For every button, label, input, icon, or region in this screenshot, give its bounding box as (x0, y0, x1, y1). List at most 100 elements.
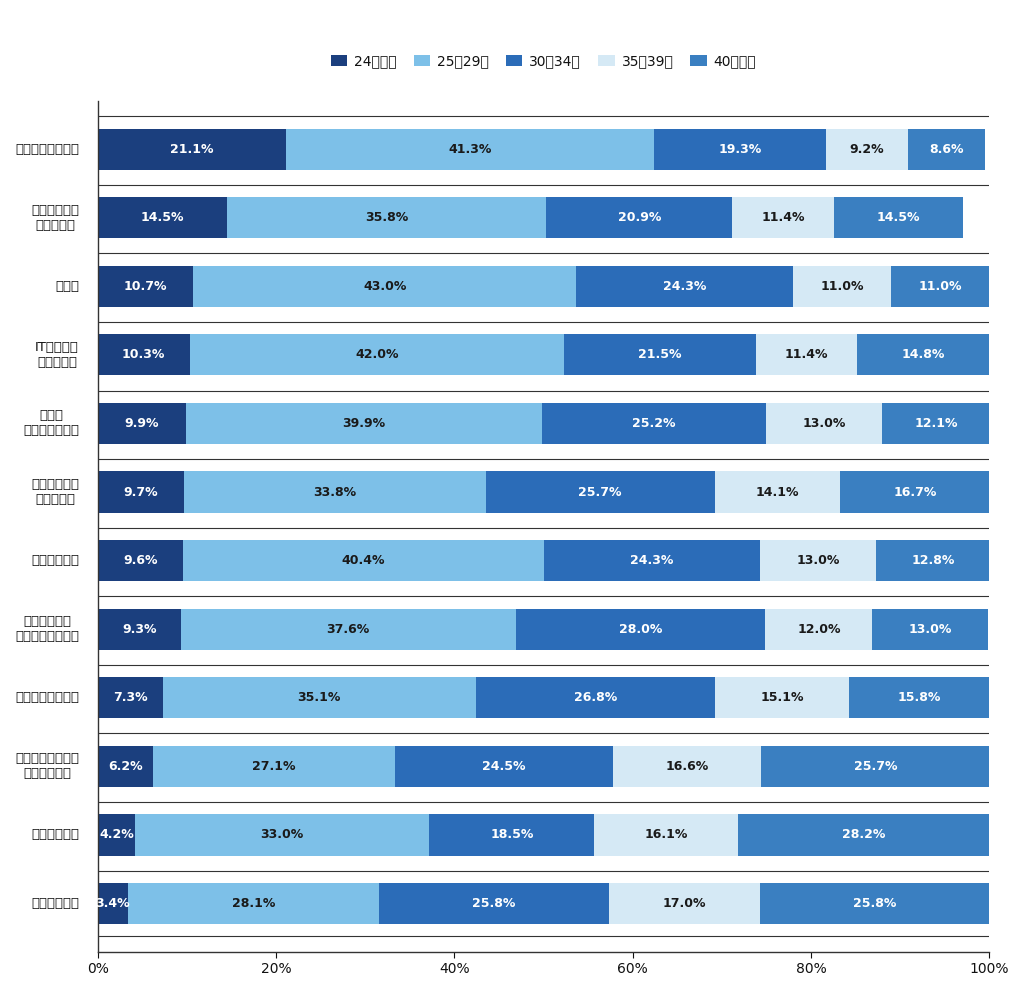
Text: 25.8%: 25.8% (472, 897, 515, 910)
Bar (189, 334, 564, 376)
Bar (594, 815, 738, 855)
Text: 15.8%: 15.8% (898, 692, 941, 705)
Text: 15.1%: 15.1% (760, 692, 804, 705)
Bar (732, 197, 835, 238)
Text: 6.2%: 6.2% (109, 760, 142, 773)
Text: 7.3%: 7.3% (113, 692, 147, 705)
Bar (516, 608, 766, 650)
Text: 4.2%: 4.2% (99, 828, 134, 841)
Bar (608, 883, 760, 925)
Text: 28.2%: 28.2% (842, 828, 885, 841)
Bar (97, 197, 227, 238)
Bar (826, 129, 908, 169)
Bar (183, 540, 544, 581)
Bar (857, 334, 989, 376)
Bar (180, 608, 516, 650)
Text: 25.2%: 25.2% (632, 417, 676, 430)
Text: 10.3%: 10.3% (122, 349, 165, 362)
Bar (891, 266, 989, 307)
Text: 28.1%: 28.1% (231, 897, 275, 910)
Bar (476, 677, 715, 718)
Bar (227, 197, 546, 238)
Text: 14.5%: 14.5% (877, 211, 921, 224)
Text: 9.6%: 9.6% (123, 554, 158, 567)
Text: 11.0%: 11.0% (919, 279, 962, 292)
Bar (163, 677, 476, 718)
Bar (194, 266, 577, 307)
Text: 12.1%: 12.1% (914, 417, 958, 430)
Text: 3.4%: 3.4% (95, 897, 130, 910)
Text: 14.1%: 14.1% (756, 486, 800, 498)
Bar (97, 746, 153, 787)
Bar (97, 129, 286, 169)
Bar (97, 883, 128, 925)
Bar (542, 403, 766, 444)
Text: 19.3%: 19.3% (719, 143, 762, 156)
Bar (546, 197, 732, 238)
Bar (97, 334, 189, 376)
Text: 14.5%: 14.5% (140, 211, 184, 224)
Text: 8.6%: 8.6% (929, 143, 964, 156)
Bar (876, 540, 990, 581)
Bar (613, 746, 761, 787)
Text: 28.0%: 28.0% (618, 622, 663, 636)
Text: 18.5%: 18.5% (490, 828, 534, 841)
Bar (286, 129, 654, 169)
Bar (883, 403, 990, 444)
Bar (841, 472, 989, 512)
Bar (97, 608, 180, 650)
Text: 17.0%: 17.0% (663, 897, 707, 910)
Text: 25.7%: 25.7% (854, 760, 897, 773)
Bar (794, 266, 891, 307)
Text: 35.8%: 35.8% (365, 211, 409, 224)
Text: 27.1%: 27.1% (252, 760, 296, 773)
Text: 35.1%: 35.1% (298, 692, 341, 705)
Bar (564, 334, 756, 376)
Text: 12.8%: 12.8% (911, 554, 954, 567)
Bar (835, 197, 964, 238)
Legend: 24歳以下, 25～29歳, 30～34歳, 35～39歳, 40歳以上: 24歳以下, 25～29歳, 30～34歳, 35～39歳, 40歳以上 (326, 49, 762, 73)
Text: 40.4%: 40.4% (342, 554, 385, 567)
Text: 13.0%: 13.0% (908, 622, 952, 636)
Text: 33.0%: 33.0% (261, 828, 304, 841)
Text: 33.8%: 33.8% (313, 486, 356, 498)
Text: 24.5%: 24.5% (482, 760, 525, 773)
Text: 25.7%: 25.7% (579, 486, 622, 498)
Text: 16.7%: 16.7% (893, 486, 937, 498)
Bar (654, 129, 826, 169)
Text: 10.7%: 10.7% (124, 279, 167, 292)
Bar (97, 472, 184, 512)
Text: 21.1%: 21.1% (170, 143, 214, 156)
Bar (97, 266, 194, 307)
Bar (766, 403, 883, 444)
Bar (761, 746, 990, 787)
Bar (908, 129, 985, 169)
Text: 13.0%: 13.0% (797, 554, 840, 567)
Text: 11.4%: 11.4% (784, 349, 828, 362)
Bar (186, 403, 542, 444)
Bar (760, 883, 990, 925)
Text: 16.1%: 16.1% (644, 828, 688, 841)
Bar (97, 815, 135, 855)
Bar (738, 815, 989, 855)
Bar (544, 540, 760, 581)
Bar (135, 815, 429, 855)
Text: 13.0%: 13.0% (803, 417, 846, 430)
Bar (97, 403, 186, 444)
Text: 9.2%: 9.2% (850, 143, 885, 156)
Bar (577, 266, 794, 307)
Text: 11.0%: 11.0% (820, 279, 864, 292)
Text: 24.3%: 24.3% (630, 554, 674, 567)
Bar (760, 540, 876, 581)
Text: 16.6%: 16.6% (666, 760, 709, 773)
Text: 9.3%: 9.3% (122, 622, 157, 636)
Text: 26.8%: 26.8% (573, 692, 616, 705)
Bar (153, 746, 394, 787)
Text: 21.5%: 21.5% (638, 349, 682, 362)
Bar (394, 746, 613, 787)
Bar (184, 472, 485, 512)
Bar (485, 472, 715, 512)
Bar (766, 608, 872, 650)
Text: 37.6%: 37.6% (327, 622, 370, 636)
Bar (429, 815, 594, 855)
